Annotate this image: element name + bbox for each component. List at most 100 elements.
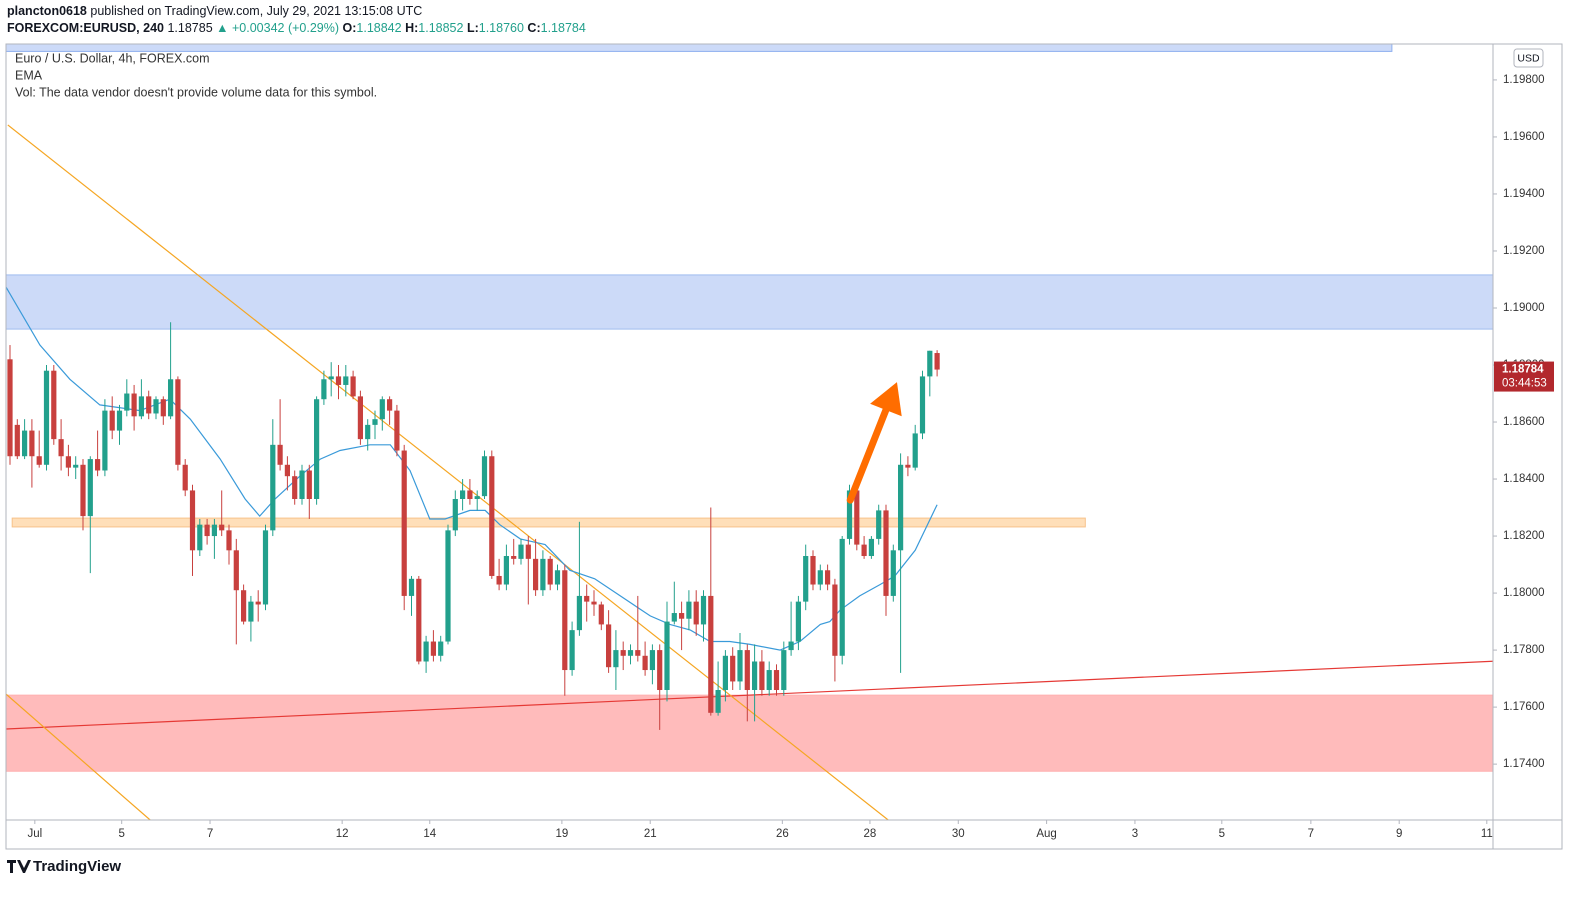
candle-body bbox=[189, 490, 196, 551]
currency-badge[interactable] bbox=[1513, 48, 1544, 68]
candle-body bbox=[467, 490, 473, 499]
candle-body bbox=[445, 530, 451, 642]
candle-body bbox=[350, 376, 356, 397]
price-zone bbox=[11, 517, 1086, 528]
candle-body bbox=[146, 396, 152, 414]
chart-frame bbox=[5, 43, 1563, 850]
candle-body bbox=[584, 595, 590, 602]
bar-timer: 03:44:53 bbox=[1502, 378, 1547, 390]
plot-area bbox=[6, 44, 1493, 820]
candle-body bbox=[299, 470, 305, 499]
candle-body bbox=[87, 459, 93, 517]
ohlc-value: 1.18842 bbox=[356, 21, 401, 35]
candle-body bbox=[540, 558, 546, 591]
candle-body bbox=[284, 464, 291, 477]
candle-body bbox=[394, 410, 400, 451]
x-tick-label: 5 bbox=[1219, 828, 1225, 840]
price-zone bbox=[6, 44, 1393, 52]
candle-body bbox=[934, 353, 940, 370]
last-price-label: 1.18784 bbox=[1502, 364, 1544, 376]
candle-body bbox=[36, 456, 42, 465]
candle-body bbox=[591, 601, 597, 605]
candle-body bbox=[452, 498, 458, 531]
price-zone bbox=[6, 274, 1493, 330]
y-tick-label: 1.19600 bbox=[1503, 131, 1545, 143]
candle-body bbox=[795, 601, 802, 642]
x-tick-label: 5 bbox=[118, 828, 124, 840]
y-tick-label: 1.17400 bbox=[1503, 758, 1545, 770]
candle-body bbox=[715, 690, 721, 713]
x-tick-label: 7 bbox=[1308, 828, 1314, 840]
candle-body bbox=[649, 650, 656, 671]
candle-body bbox=[876, 510, 882, 539]
candle-body bbox=[58, 439, 64, 457]
candle-body bbox=[554, 570, 561, 585]
logo-icon bbox=[7, 860, 31, 873]
candle-body bbox=[547, 558, 553, 585]
candle-body bbox=[14, 424, 20, 457]
candle-body bbox=[438, 641, 444, 656]
ohlc-label: H: bbox=[405, 21, 418, 35]
candle-body bbox=[204, 524, 210, 537]
candle-body bbox=[306, 470, 312, 499]
candle-body bbox=[65, 456, 72, 468]
candle-body bbox=[642, 655, 648, 671]
candle-body bbox=[919, 376, 926, 434]
candle-body bbox=[533, 558, 539, 591]
change: ▲ +0.00342 (+0.29%) bbox=[216, 21, 339, 35]
candle-body bbox=[401, 450, 407, 596]
last-price-badge bbox=[1494, 361, 1554, 392]
candle-body bbox=[109, 410, 115, 431]
candle-body bbox=[51, 370, 57, 440]
candle-body bbox=[131, 393, 137, 417]
candle-body bbox=[511, 556, 517, 559]
candle-body bbox=[197, 524, 203, 551]
x-tick-label: Jul bbox=[27, 828, 42, 840]
y-tick-label: 1.19800 bbox=[1503, 74, 1545, 86]
candle-body bbox=[890, 550, 896, 596]
candle-body bbox=[898, 464, 904, 551]
ohlc-value: 1.18852 bbox=[418, 21, 463, 35]
candle-body bbox=[722, 655, 729, 691]
publish-line: plancton0618 published on TradingView.co… bbox=[7, 4, 422, 18]
candle-body bbox=[116, 410, 123, 431]
candle-body bbox=[248, 601, 254, 622]
candle-body bbox=[700, 595, 707, 625]
brand-logo: TradingView bbox=[7, 858, 121, 875]
candle-body bbox=[80, 464, 86, 517]
candle-body bbox=[168, 379, 174, 417]
candle-body bbox=[744, 650, 750, 691]
candle-body bbox=[460, 490, 466, 499]
candle-body bbox=[671, 613, 677, 622]
candle-body bbox=[182, 464, 188, 491]
candle-body bbox=[175, 379, 181, 465]
y-tick-label: 1.17800 bbox=[1503, 644, 1545, 656]
candle-body bbox=[416, 578, 422, 662]
candle-body bbox=[803, 556, 809, 602]
candle-body bbox=[241, 590, 247, 622]
symbol: FOREXCOM:EURUSD, 240 bbox=[7, 21, 164, 35]
x-tick-label: 7 bbox=[207, 828, 213, 840]
candle-body bbox=[335, 376, 342, 385]
x-tick-label: 19 bbox=[555, 828, 568, 840]
candle-body bbox=[737, 650, 743, 682]
candle-body bbox=[788, 641, 794, 651]
candle-body bbox=[708, 595, 714, 713]
candle-body bbox=[270, 444, 276, 531]
candle-body bbox=[679, 613, 685, 619]
y-tick-label: 1.18200 bbox=[1503, 530, 1545, 542]
legend-volume: Vol: The data vendor doesn't provide vol… bbox=[15, 85, 377, 99]
candle-body bbox=[73, 464, 79, 468]
ohlc-label: L: bbox=[467, 21, 479, 35]
price-zone bbox=[6, 694, 1493, 772]
candle-body bbox=[817, 570, 823, 585]
candle-body bbox=[854, 490, 860, 545]
candle-body bbox=[773, 670, 780, 691]
published: published on TradingView.com, July 29, 2… bbox=[90, 4, 422, 18]
candle-body bbox=[905, 464, 911, 468]
candle-body bbox=[883, 510, 889, 596]
candle-body bbox=[832, 584, 838, 656]
candle-body bbox=[686, 601, 692, 619]
